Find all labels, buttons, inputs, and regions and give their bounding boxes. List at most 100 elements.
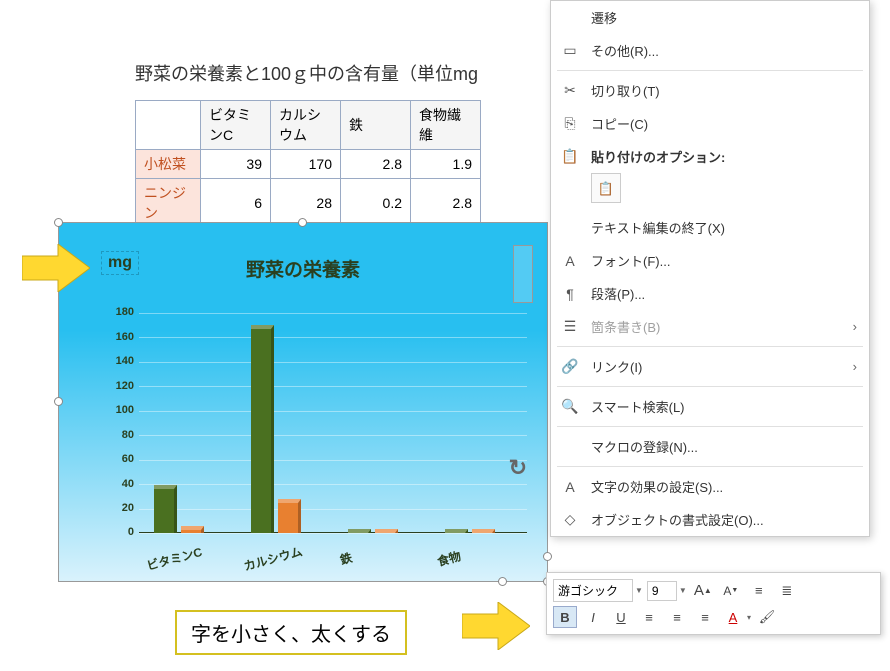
menu-label: フォント(F)... xyxy=(591,251,670,270)
context-menu-item[interactable]: ▭ その他(R)... xyxy=(551,34,869,67)
context-menu-item[interactable]: A 文字の効果の設定(S)... xyxy=(551,470,869,503)
annotation-arrow xyxy=(22,244,90,292)
font-icon: A xyxy=(561,252,579,270)
grow-font-icon[interactable]: A▲ xyxy=(691,580,715,602)
context-menu-item[interactable]: ¶段落(P)... xyxy=(551,277,869,310)
cell[interactable]: 170 xyxy=(271,150,341,179)
y-tick: 80 xyxy=(122,429,134,441)
context-menu-item[interactable]: テキスト編集の終了(X) xyxy=(551,211,869,244)
x-label: ビタミンC xyxy=(145,543,204,574)
format-icon: ◇ xyxy=(561,511,579,529)
col-header[interactable]: ビタミンC xyxy=(201,101,271,150)
context-menu-item[interactable]: 遷移 xyxy=(551,1,869,34)
blank-icon xyxy=(561,9,579,27)
y-tick: 20 xyxy=(122,502,134,514)
indent-icon[interactable]: ≣ xyxy=(775,580,799,602)
font-name-select[interactable]: 游ゴシック xyxy=(553,579,633,602)
row-label[interactable]: ニンジン xyxy=(136,179,201,228)
chart-y-unit[interactable]: mg xyxy=(101,251,139,275)
cell[interactable]: 2.8 xyxy=(411,179,481,228)
align-right-icon[interactable]: ≡ xyxy=(693,606,717,628)
y-tick: 0 xyxy=(128,526,134,538)
y-tick: 160 xyxy=(116,331,134,343)
bar[interactable] xyxy=(181,526,204,533)
context-menu-item[interactable]: ✂ 切り取り(T) xyxy=(551,74,869,107)
y-tick: 60 xyxy=(122,453,134,465)
align-center-icon[interactable]: ≡ xyxy=(665,606,689,628)
context-menu-item[interactable]: ◇オブジェクトの書式設定(O)... xyxy=(551,503,869,536)
cell[interactable]: 39 xyxy=(201,150,271,179)
menu-label: 箇条書き(B) xyxy=(591,317,660,336)
y-tick: 100 xyxy=(116,404,134,416)
dropdown-arrow-icon[interactable]: ▼ xyxy=(679,586,687,595)
menu-label: 文字の効果の設定(S)... xyxy=(591,477,723,496)
annotation-caption: 字を小さく、太くする xyxy=(175,610,407,655)
cell[interactable]: 0.2 xyxy=(341,179,411,228)
chart-title[interactable]: 野菜の栄養素 xyxy=(246,255,360,282)
align-left-icon[interactable]: ≡ xyxy=(637,606,661,628)
context-menu-item[interactable]: 📋 貼り付けのオプション: xyxy=(551,140,869,173)
chart-object[interactable]: mg 野菜の栄養素 020406080100120140160180 ビタミンC… xyxy=(58,222,548,582)
paste-option-icon[interactable]: 📋 xyxy=(591,173,621,203)
cell[interactable]: 2.8 xyxy=(341,150,411,179)
context-menu-item[interactable]: 🔍スマート検索(L) xyxy=(551,390,869,423)
cell[interactable]: 6 xyxy=(201,179,271,228)
data-table[interactable]: ビタミンC カルシウム 鉄 食物繊維 小松菜 39 170 2.8 1.9 ニン… xyxy=(135,100,481,228)
context-menu: 遷移▭その他(R)...✂切り取り(T)⎘コピー(C)📋貼り付けのオプション:📋… xyxy=(550,0,870,537)
rotate-icon[interactable]: ↻ xyxy=(509,455,527,481)
link-icon: 🔗 xyxy=(561,358,579,376)
paragraph-icon: ¶ xyxy=(561,285,579,303)
bar[interactable] xyxy=(348,529,371,533)
row-label[interactable]: 小松菜 xyxy=(136,150,201,179)
blank-icon xyxy=(561,219,579,237)
context-menu-item[interactable]: A フォント(F)... xyxy=(551,244,869,277)
menu-label: その他(R)... xyxy=(591,41,659,60)
context-menu-item: ☰箇条書き(B)› xyxy=(551,310,869,343)
bar[interactable] xyxy=(251,325,274,533)
x-label: 鉄 xyxy=(338,549,354,569)
underline-button[interactable]: U xyxy=(609,606,633,628)
x-label: カルシウム xyxy=(242,543,304,575)
font-color-icon[interactable]: A xyxy=(721,606,745,628)
bar[interactable] xyxy=(445,529,468,533)
format-painter-icon[interactable]: 🖌 xyxy=(755,606,779,628)
page-icon: ▭ xyxy=(561,42,579,60)
y-tick: 140 xyxy=(116,355,134,367)
menu-label: リンク(I) xyxy=(591,357,642,376)
font-size-select[interactable]: 9 xyxy=(647,581,677,601)
shrink-font-icon[interactable]: A▼ xyxy=(719,580,743,602)
dropdown-arrow-icon[interactable]: ▼ xyxy=(635,586,643,595)
col-header[interactable]: カルシウム xyxy=(271,101,341,150)
y-axis: 020406080100120140160180 xyxy=(99,313,134,533)
menu-label: 切り取り(T) xyxy=(591,81,660,100)
align-icon[interactable]: ≡ xyxy=(747,580,771,602)
menu-label: 遷移 xyxy=(591,8,617,27)
menu-label: コピー(C) xyxy=(591,114,648,133)
chart-legend[interactable] xyxy=(513,245,533,303)
menu-label: スマート検索(L) xyxy=(591,397,685,416)
menu-label: 貼り付けのオプション: xyxy=(591,147,725,166)
sheet-title: 野菜の栄養素と100ｇ中の含有量（単位mg xyxy=(135,60,478,86)
bar[interactable] xyxy=(278,499,301,533)
x-label: 食物 xyxy=(435,547,463,570)
col-header[interactable]: 食物繊維 xyxy=(411,101,481,150)
bar[interactable] xyxy=(472,529,495,533)
chart-plot-area[interactable]: 020406080100120140160180 ビタミンCカルシウム鉄食物 xyxy=(139,313,527,533)
blank-header[interactable] xyxy=(136,101,201,150)
texteffect-icon: A xyxy=(561,478,579,496)
bar[interactable] xyxy=(375,529,398,533)
bullets-icon: ☰ xyxy=(561,318,579,336)
copy-icon: ⎘ xyxy=(561,115,579,133)
bold-button[interactable]: B xyxy=(553,606,577,628)
cut-icon: ✂ xyxy=(561,82,579,100)
bar[interactable] xyxy=(154,485,177,533)
cell[interactable]: 1.9 xyxy=(411,150,481,179)
context-menu-item[interactable]: マクロの登録(N)... xyxy=(551,430,869,463)
paste-icon: 📋 xyxy=(561,148,579,166)
col-header[interactable]: 鉄 xyxy=(341,101,411,150)
context-menu-item[interactable]: 🔗リンク(I)› xyxy=(551,350,869,383)
italic-button[interactable]: I xyxy=(581,606,605,628)
blank-icon xyxy=(561,438,579,456)
table-row: ニンジン 6 28 0.2 2.8 xyxy=(136,179,481,228)
context-menu-item[interactable]: ⎘ コピー(C) xyxy=(551,107,869,140)
